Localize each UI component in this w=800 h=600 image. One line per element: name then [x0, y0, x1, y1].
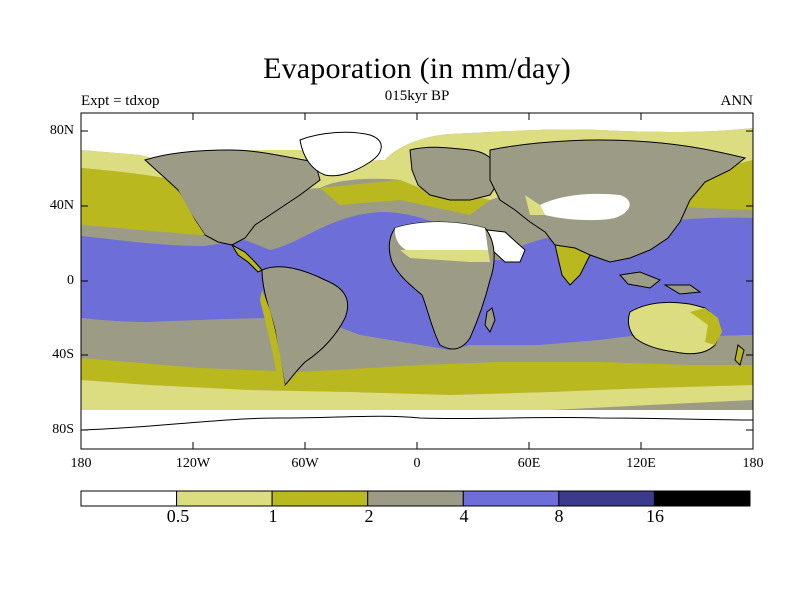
x-tick-label: 60W — [291, 456, 319, 471]
y-tick-label: 40N — [49, 198, 74, 213]
sahara-desert — [394, 222, 488, 256]
india — [554, 244, 591, 286]
greenland — [299, 131, 382, 177]
map-ticks — [81, 113, 753, 449]
new-zealand — [734, 344, 745, 366]
experiment-label: Expt = tdxop — [81, 93, 160, 109]
south-grey-band — [81, 318, 753, 372]
antarctica-coast — [81, 415, 753, 431]
colorbar-swatch — [462, 490, 560, 507]
colorbar-swatch — [271, 490, 369, 507]
colorbar-tick-label: 1 — [268, 506, 278, 526]
y-tick-label: 80S — [52, 422, 74, 437]
colorbar-swatch — [653, 490, 751, 507]
x-tick-label: 60E — [517, 456, 541, 471]
colorbar-swatch — [558, 490, 655, 507]
north-america — [144, 149, 321, 246]
australia-coast-olive — [690, 308, 722, 345]
y-tick-label: 40S — [52, 347, 74, 362]
madagascar — [484, 307, 496, 334]
south-america-andes-olive — [260, 290, 285, 385]
colorbar-tick-label: 4 — [459, 506, 469, 526]
maritime-islands — [619, 271, 702, 295]
map-field — [81, 113, 753, 449]
colorbar-tick-label: 16 — [646, 506, 664, 526]
colorbar-tick-label: 8 — [554, 506, 564, 526]
north-olive-band-atlantic — [320, 180, 490, 215]
x-tick-label: 120E — [626, 456, 656, 471]
north-america-west-olive — [178, 190, 205, 235]
x-tick-label: 180 — [70, 456, 92, 471]
central-asia-desert — [540, 193, 630, 221]
colorbar-swatch — [367, 490, 464, 507]
season-label: ANN — [720, 93, 754, 109]
sahel-light — [400, 250, 490, 262]
y-tick-label: 80N — [49, 123, 74, 138]
south-olive-band — [81, 358, 753, 395]
colorbar-tick-label: 0.5 — [166, 506, 190, 526]
colorbar — [80, 490, 751, 507]
chart-title: Evaporation (in mm/day) — [263, 52, 571, 85]
arctic-white-region — [81, 113, 753, 165]
south-light-band — [81, 380, 753, 413]
central-asia-light — [525, 195, 545, 215]
colorbar-swatch — [80, 490, 178, 507]
chart-subtitle: 015kyr BP — [384, 88, 450, 104]
x-tick-label: 180 — [742, 456, 764, 471]
x-tick-label: 120W — [175, 456, 211, 471]
colorbar-tick-label: 2 — [364, 506, 374, 526]
y-tick-label: 0 — [67, 273, 74, 288]
europe — [409, 146, 501, 201]
central-america — [230, 243, 263, 273]
colorbar-swatch — [176, 490, 273, 507]
x-tick-label: 0 — [413, 456, 421, 471]
